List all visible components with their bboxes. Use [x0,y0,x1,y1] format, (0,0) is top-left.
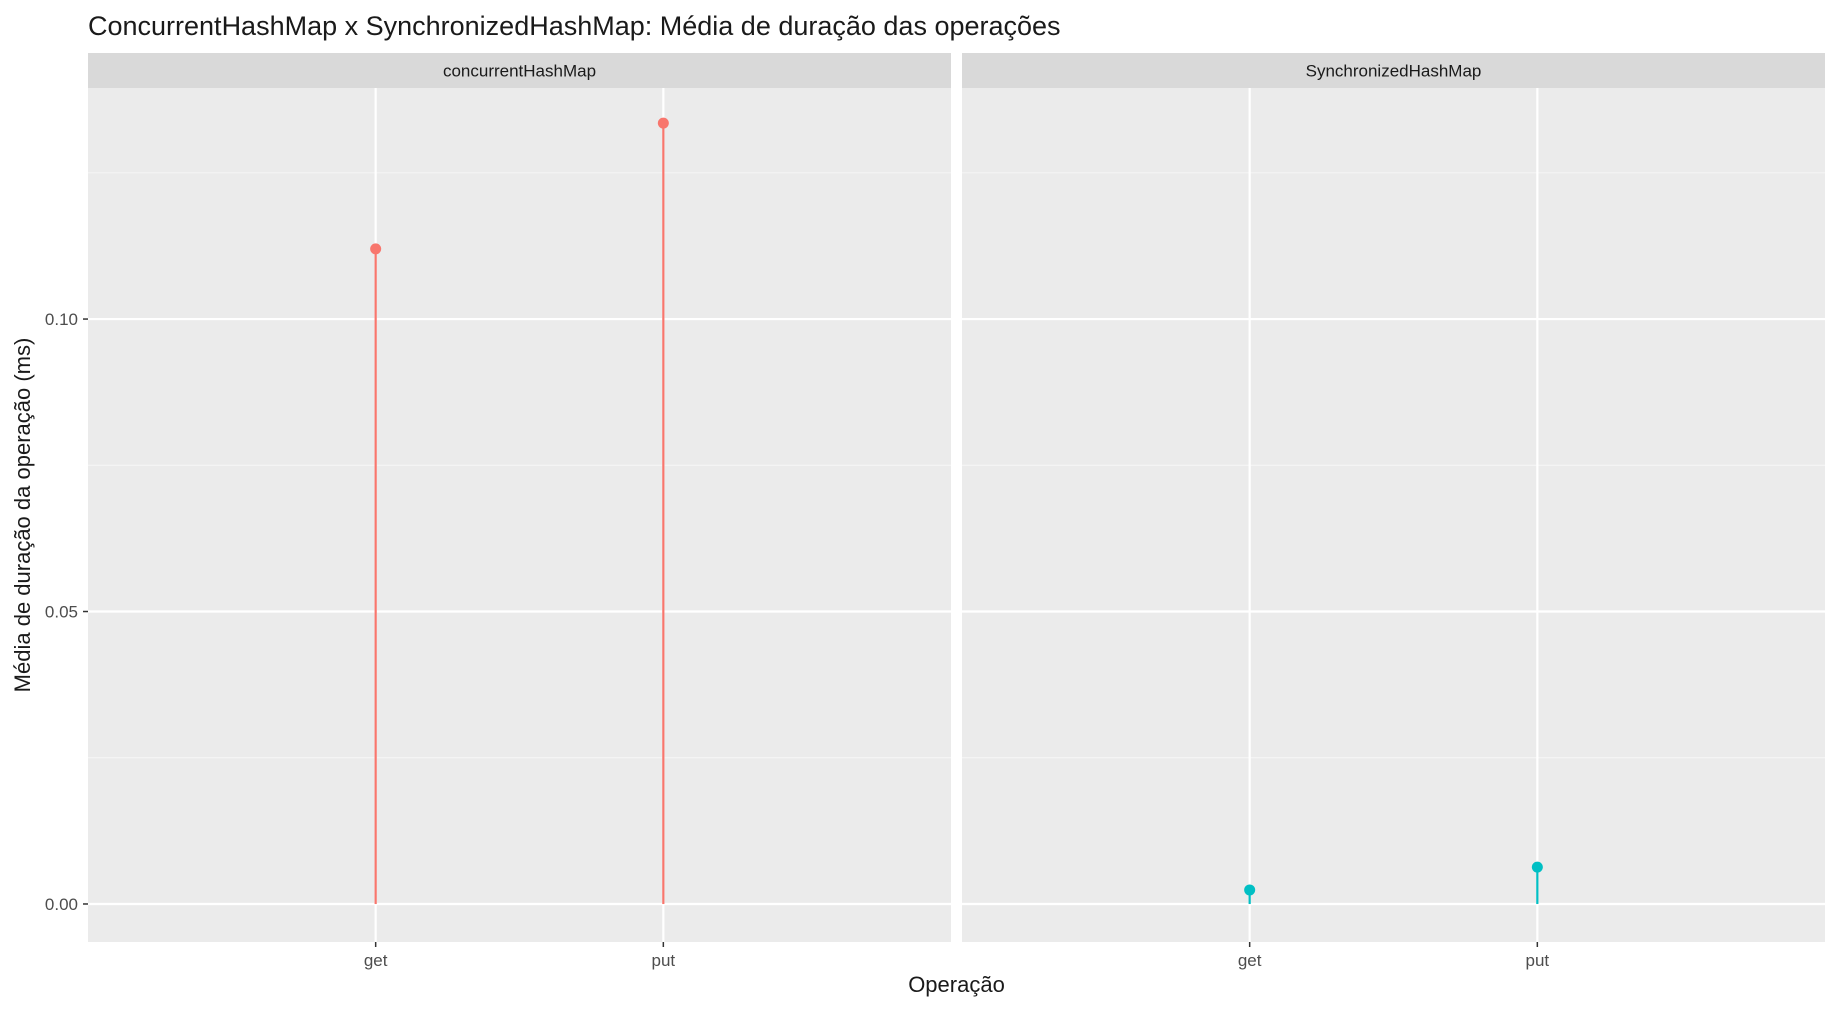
x-tick-label: put [1526,951,1550,970]
lollipop-point-get [1244,884,1256,896]
chart-title: ConcurrentHashMap x SynchronizedHashMap:… [88,11,1061,41]
y-tick-label: 0.10 [45,310,78,329]
facet-strip-label: concurrentHashMap [443,62,596,81]
x-tick-label: put [652,951,676,970]
panel-background [962,88,1825,942]
y-tick-label: 0.05 [45,603,78,622]
y-tick-label: 0.00 [45,895,78,914]
lollipop-point-put [1531,861,1543,873]
x-axis-title: Operação [908,972,1005,997]
facet-strip [962,53,1825,88]
facet-strip-label: SynchronizedHashMap [1306,62,1482,81]
y-axis-title: Média de duração da operação (ms) [10,338,35,693]
x-tick-label: get [364,951,388,970]
x-tick-label: get [1238,951,1262,970]
lollipop-point-put [657,117,669,129]
lollipop-point-get [370,243,382,255]
panel-background [88,88,951,942]
facet-strip [88,53,951,88]
